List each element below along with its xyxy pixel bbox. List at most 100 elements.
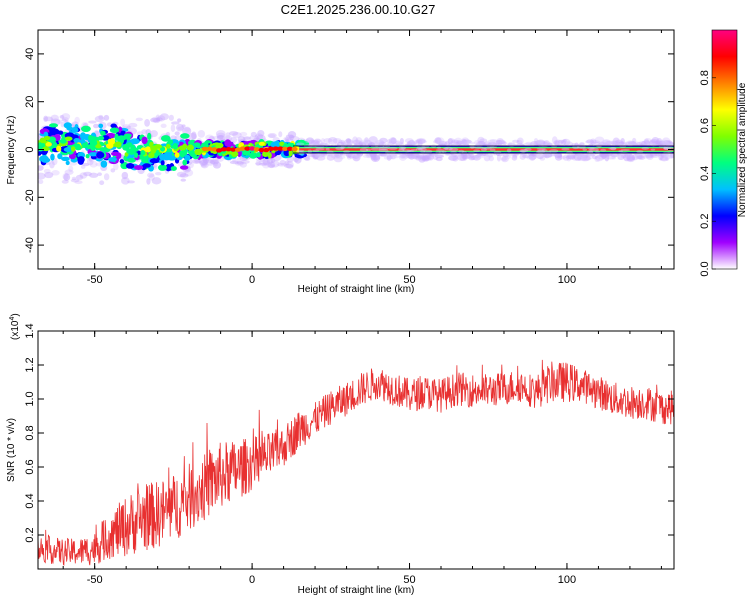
spectral-speckle — [646, 153, 654, 160]
spectral-speckle — [589, 138, 597, 145]
spectral-speckle — [170, 121, 180, 125]
ridge-speckle — [659, 141, 670, 145]
spectral-blob — [130, 138, 140, 145]
spectral-speckle — [97, 172, 102, 177]
spectral-blob — [49, 123, 59, 128]
ridge-speckle — [359, 139, 369, 144]
ridge-speckle — [444, 153, 452, 156]
ridge-speckle — [420, 149, 426, 154]
spectral-blob-bright — [56, 145, 62, 152]
spectral-speckle — [562, 154, 570, 161]
spectral-speckle — [627, 141, 637, 145]
spectral-speckle — [612, 137, 620, 146]
spectral-speckle — [449, 141, 459, 146]
spectral-blob — [170, 166, 177, 171]
spectral-speckle — [320, 137, 325, 145]
ridge-speckle — [314, 155, 323, 159]
spectral-speckle — [155, 171, 162, 176]
ridge-speckle — [618, 150, 624, 153]
ridge-speckle — [390, 155, 396, 160]
snr-series-line — [38, 359, 674, 566]
spectral-blob — [270, 141, 280, 149]
spectral-speckle — [205, 159, 215, 166]
spectral-blob-bright — [105, 143, 114, 149]
spectral-speckle — [201, 163, 207, 168]
spectral-speckle — [232, 131, 242, 139]
ridge-speckle — [519, 153, 529, 156]
ridge-speckle — [364, 139, 369, 144]
ridge-speckle — [613, 142, 624, 146]
spectral-speckle — [197, 129, 206, 138]
ridge-core-blob — [258, 147, 265, 153]
y-tick-label: 1.4 — [24, 323, 36, 338]
spectral-speckle — [287, 131, 297, 139]
ridge-speckle — [561, 147, 570, 151]
ridge-speckle — [388, 139, 398, 143]
ridge-speckle — [415, 147, 423, 151]
x-tick-label: -50 — [87, 574, 103, 586]
spectral-speckle — [533, 138, 539, 143]
ridge-speckle — [388, 146, 398, 150]
spectral-speckle — [522, 153, 528, 157]
spectral-blob-bright — [97, 135, 105, 141]
ridge-speckle — [410, 148, 418, 152]
spectral-speckle — [568, 155, 576, 160]
spectral-blob-bright — [287, 142, 295, 148]
spectral-blob-bright — [88, 134, 93, 141]
spectral-speckle — [502, 141, 507, 146]
ridge-speckle — [663, 146, 668, 150]
spectral-speckle — [103, 173, 110, 181]
spectral-speckle — [562, 138, 571, 146]
spectral-blob — [157, 164, 168, 171]
spectral-blob — [100, 130, 106, 136]
spectral-speckle — [150, 117, 159, 123]
spectral-blob-bright — [174, 152, 180, 158]
ridge-speckle — [360, 145, 370, 148]
ridge-speckle — [449, 143, 456, 146]
spectral-speckle — [239, 161, 247, 168]
spectral-blob-bright — [52, 141, 58, 148]
y-tick-label: 40 — [24, 48, 36, 60]
spectral-speckle — [319, 142, 328, 146]
spectral-speckle — [448, 154, 458, 162]
y-tick-label: 0.4 — [24, 493, 36, 508]
spectral-blob — [159, 153, 167, 160]
spectral-speckle — [212, 161, 222, 169]
ridge-speckle — [650, 148, 656, 151]
spectral-speckle — [279, 159, 286, 166]
ridge-speckle — [635, 155, 641, 159]
spectral-speckle — [60, 121, 65, 128]
ridge-speckle — [433, 154, 439, 157]
spectral-speckle — [602, 139, 611, 145]
y-tick-label: 0 — [24, 146, 36, 152]
spectral-speckle — [594, 136, 605, 144]
ridge-speckle — [660, 139, 668, 144]
spectral-speckle — [461, 138, 467, 145]
y-tick-label: 20 — [24, 96, 36, 108]
ridge-speckle — [669, 142, 674, 146]
spectral-speckle — [229, 136, 238, 144]
spectral-speckle — [268, 133, 276, 139]
snr-frame — [37, 330, 675, 570]
ridge-speckle — [305, 139, 311, 144]
ridge-speckle — [486, 152, 493, 157]
ridge-speckle — [582, 148, 587, 151]
spectral-speckle — [43, 115, 49, 122]
ridge-speckle — [442, 150, 447, 154]
spectral-speckle — [511, 154, 518, 161]
snr-panel: -50 0 50 100 0.2 0.4 0.6 0.8 1.0 1.2 1.4 Height o… — [6, 313, 675, 596]
spectral-blob-bright — [64, 136, 73, 141]
ridge-speckle — [543, 150, 552, 155]
x-tick-label: 0 — [249, 274, 255, 286]
spectral-speckle — [283, 163, 294, 168]
spectral-speckle — [340, 139, 345, 146]
spectral-blob-bright — [148, 152, 155, 158]
spectral-speckle — [577, 155, 582, 161]
spectral-speckle — [434, 154, 445, 159]
ridge-speckle — [382, 153, 389, 157]
spectral-speckle — [191, 131, 197, 140]
spectral-speckle — [352, 136, 358, 145]
spectral-speckle — [174, 131, 180, 136]
spectral-speckle — [657, 141, 667, 147]
colorbar-ticks: 0.0 0.2 0.4 0.6 0.8 — [699, 70, 716, 277]
